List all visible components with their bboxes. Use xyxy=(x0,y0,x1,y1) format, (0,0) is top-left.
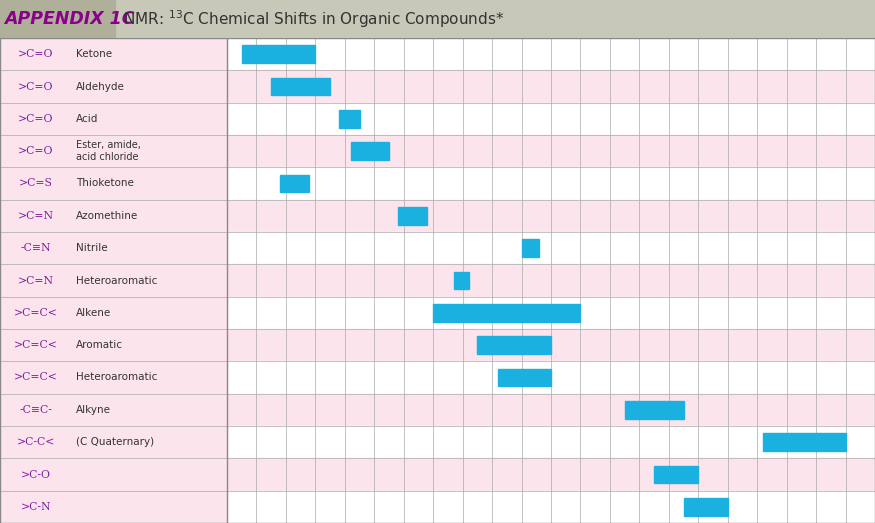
Text: -C≡N: -C≡N xyxy=(21,243,52,253)
Text: >C=O: >C=O xyxy=(18,82,53,92)
Bar xyxy=(339,110,360,128)
Bar xyxy=(0,491,875,523)
Text: Aromatic: Aromatic xyxy=(76,340,123,350)
Text: >C-C<: >C-C< xyxy=(17,437,55,447)
Bar xyxy=(0,297,875,329)
Bar xyxy=(0,200,227,232)
Bar xyxy=(0,103,227,135)
Bar xyxy=(280,175,310,192)
Bar xyxy=(0,426,227,458)
Bar xyxy=(0,135,875,167)
Bar xyxy=(398,207,427,225)
Text: Nitrile: Nitrile xyxy=(76,243,108,253)
Bar xyxy=(0,200,875,232)
Bar xyxy=(242,46,315,63)
Text: NMR: $^{13}$C Chemical Shifts in Organic Compounds*: NMR: $^{13}$C Chemical Shifts in Organic… xyxy=(123,8,504,30)
Bar xyxy=(0,70,875,103)
Text: -C≡C-: -C≡C- xyxy=(19,405,52,415)
Text: >C=O: >C=O xyxy=(18,114,53,124)
Text: Azomethine: Azomethine xyxy=(76,211,138,221)
Text: acid chloride: acid chloride xyxy=(76,152,138,162)
Text: Ketone: Ketone xyxy=(76,49,112,59)
Text: Heteroaromatic: Heteroaromatic xyxy=(76,276,158,286)
Text: >C=N: >C=N xyxy=(18,276,54,286)
Bar xyxy=(0,329,227,361)
Text: >C=S: >C=S xyxy=(19,178,53,188)
Bar xyxy=(0,167,875,200)
Bar xyxy=(0,458,875,491)
Bar xyxy=(433,304,580,322)
Bar xyxy=(654,465,698,483)
Bar xyxy=(0,297,227,329)
Text: APPENDIX 1C: APPENDIX 1C xyxy=(4,10,135,28)
Bar xyxy=(522,240,539,257)
Bar xyxy=(454,271,468,289)
Bar xyxy=(763,433,845,451)
Bar xyxy=(351,142,389,160)
Text: >C-O: >C-O xyxy=(21,470,51,480)
Bar xyxy=(683,498,728,516)
Text: Ester, amide,: Ester, amide, xyxy=(76,140,141,150)
Text: Alkene: Alkene xyxy=(76,308,111,318)
Bar xyxy=(0,232,875,264)
Bar xyxy=(0,426,875,458)
Bar xyxy=(0,394,875,426)
Text: >C=C<: >C=C< xyxy=(14,372,58,382)
Bar xyxy=(478,336,551,354)
Text: (C Quaternary): (C Quaternary) xyxy=(76,437,154,447)
Bar xyxy=(0,458,227,491)
Text: Alkyne: Alkyne xyxy=(76,405,111,415)
Bar xyxy=(0,232,227,264)
Bar xyxy=(0,103,875,135)
Text: Thioketone: Thioketone xyxy=(76,178,134,188)
Bar xyxy=(0,361,227,394)
Bar xyxy=(271,77,330,95)
Text: Acid: Acid xyxy=(76,114,98,124)
Text: >C=O: >C=O xyxy=(18,49,53,59)
Bar xyxy=(0,491,227,523)
Text: >C-N: >C-N xyxy=(21,502,52,512)
Bar xyxy=(0,70,227,103)
Text: >C=O: >C=O xyxy=(18,146,53,156)
Text: >C=N: >C=N xyxy=(18,211,54,221)
Bar xyxy=(0,167,227,200)
Bar xyxy=(0,135,227,167)
Bar xyxy=(0,38,875,70)
Bar xyxy=(0,361,875,394)
Bar xyxy=(625,401,683,419)
Text: >C=C<: >C=C< xyxy=(14,308,58,318)
Bar xyxy=(0,394,227,426)
Bar xyxy=(498,369,551,386)
Text: >C=C<: >C=C< xyxy=(14,340,58,350)
Bar xyxy=(0,329,875,361)
Bar xyxy=(0,264,227,297)
Text: Aldehyde: Aldehyde xyxy=(76,82,125,92)
Bar xyxy=(0,0,115,38)
Bar xyxy=(0,264,875,297)
Text: Heteroaromatic: Heteroaromatic xyxy=(76,372,158,382)
Bar xyxy=(0,38,227,70)
